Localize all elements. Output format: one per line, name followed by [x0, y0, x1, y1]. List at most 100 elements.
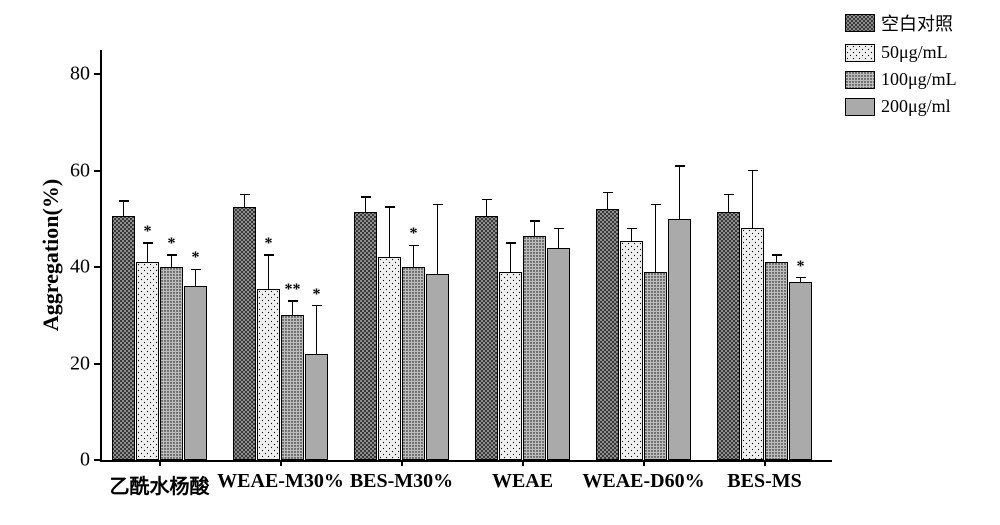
- legend-swatch: [845, 44, 875, 62]
- error-bar: [244, 195, 246, 207]
- bar: [717, 212, 740, 460]
- error-cap: [675, 165, 685, 167]
- y-tick-label: 40: [60, 256, 90, 279]
- bar: [523, 236, 546, 460]
- error-cap: [385, 206, 395, 208]
- x-tick: [643, 460, 645, 466]
- error-bar: [752, 171, 754, 229]
- error-cap: [119, 200, 129, 202]
- y-tick-label: 0: [60, 449, 90, 472]
- bar: [499, 272, 522, 460]
- x-category-label: BES-M30%: [350, 470, 453, 493]
- x-category-label: 乙酰水杨酸: [110, 470, 210, 499]
- error-bar: [268, 255, 270, 289]
- legend-swatch: [845, 98, 875, 116]
- legend-item: 空白对照: [845, 10, 957, 36]
- significance-marker: *: [168, 235, 176, 253]
- error-cap: [651, 204, 661, 206]
- error-bar: [728, 195, 730, 212]
- error-bar: [510, 243, 512, 272]
- x-tick: [280, 460, 282, 466]
- error-bar: [389, 207, 391, 258]
- bar: [354, 212, 377, 460]
- bar: [596, 209, 619, 460]
- error-bar: [413, 245, 415, 267]
- bar: [789, 282, 812, 460]
- bar: [741, 228, 764, 460]
- error-cap: [143, 242, 153, 244]
- bar: [136, 262, 159, 460]
- bar: [668, 219, 691, 460]
- bar: [765, 262, 788, 460]
- significance-marker: *: [144, 223, 152, 241]
- x-tick: [764, 460, 766, 466]
- error-cap: [264, 254, 274, 256]
- x-category-label: WEAE-D60%: [582, 470, 704, 493]
- error-bar: [292, 301, 294, 315]
- x-category-label: WEAE: [492, 470, 553, 493]
- y-tick-label: 60: [60, 159, 90, 182]
- error-cap: [724, 194, 734, 196]
- bar: [547, 248, 570, 460]
- significance-marker: *: [192, 249, 200, 267]
- error-bar: [631, 228, 633, 240]
- error-bar: [195, 269, 197, 286]
- legend: 空白对照 50μg/mL 100μg/mL 200μg/ml: [845, 10, 957, 123]
- y-axis-title: Aggregation(%): [38, 179, 64, 331]
- legend-label: 空白对照: [881, 10, 953, 36]
- error-cap: [240, 194, 250, 196]
- significance-marker: **: [285, 281, 301, 299]
- error-cap: [748, 170, 758, 172]
- significance-marker: *: [410, 225, 418, 243]
- y-tick-label: 80: [60, 63, 90, 86]
- error-cap: [167, 254, 177, 256]
- error-bar: [776, 255, 778, 262]
- error-bar: [607, 192, 609, 209]
- legend-label: 50μg/mL: [881, 42, 948, 63]
- bar: [281, 315, 304, 460]
- legend-label: 100μg/mL: [881, 69, 957, 90]
- error-bar: [655, 204, 657, 272]
- error-cap: [506, 242, 516, 244]
- legend-swatch: [845, 71, 875, 89]
- error-cap: [191, 269, 201, 271]
- error-bar: [171, 255, 173, 267]
- error-cap: [482, 199, 492, 201]
- bar: [620, 241, 643, 460]
- significance-marker: *: [797, 258, 805, 276]
- legend-item: 200μg/ml: [845, 96, 957, 117]
- error-cap: [772, 254, 782, 256]
- bar: [257, 289, 280, 460]
- bar: [184, 286, 207, 460]
- x-tick: [401, 460, 403, 466]
- aggregation-bar-chart: 020406080Aggregation(%)***乙酰水杨酸****WEAE-…: [10, 10, 990, 515]
- bar: [233, 207, 256, 460]
- bar: [644, 272, 667, 460]
- error-bar: [534, 221, 536, 235]
- error-bar: [123, 201, 125, 216]
- legend-item: 100μg/mL: [845, 69, 957, 90]
- legend-swatch: [845, 14, 875, 32]
- y-tick: [94, 266, 100, 268]
- error-bar: [147, 243, 149, 262]
- error-bar: [316, 306, 318, 354]
- error-cap: [361, 196, 371, 198]
- y-tick: [94, 363, 100, 365]
- error-cap: [312, 305, 322, 307]
- significance-marker: *: [265, 235, 273, 253]
- y-tick: [94, 459, 100, 461]
- error-cap: [288, 300, 298, 302]
- bar: [402, 267, 425, 460]
- error-bar: [679, 166, 681, 219]
- bar: [305, 354, 328, 460]
- bar: [475, 216, 498, 460]
- x-category-label: WEAE-M30%: [217, 470, 344, 493]
- error-cap: [603, 192, 613, 194]
- error-cap: [796, 277, 806, 279]
- error-bar: [558, 228, 560, 247]
- error-cap: [554, 228, 564, 230]
- bar: [112, 216, 135, 460]
- y-tick-label: 20: [60, 352, 90, 375]
- error-cap: [627, 228, 637, 230]
- x-category-label: BES-MS: [727, 470, 801, 493]
